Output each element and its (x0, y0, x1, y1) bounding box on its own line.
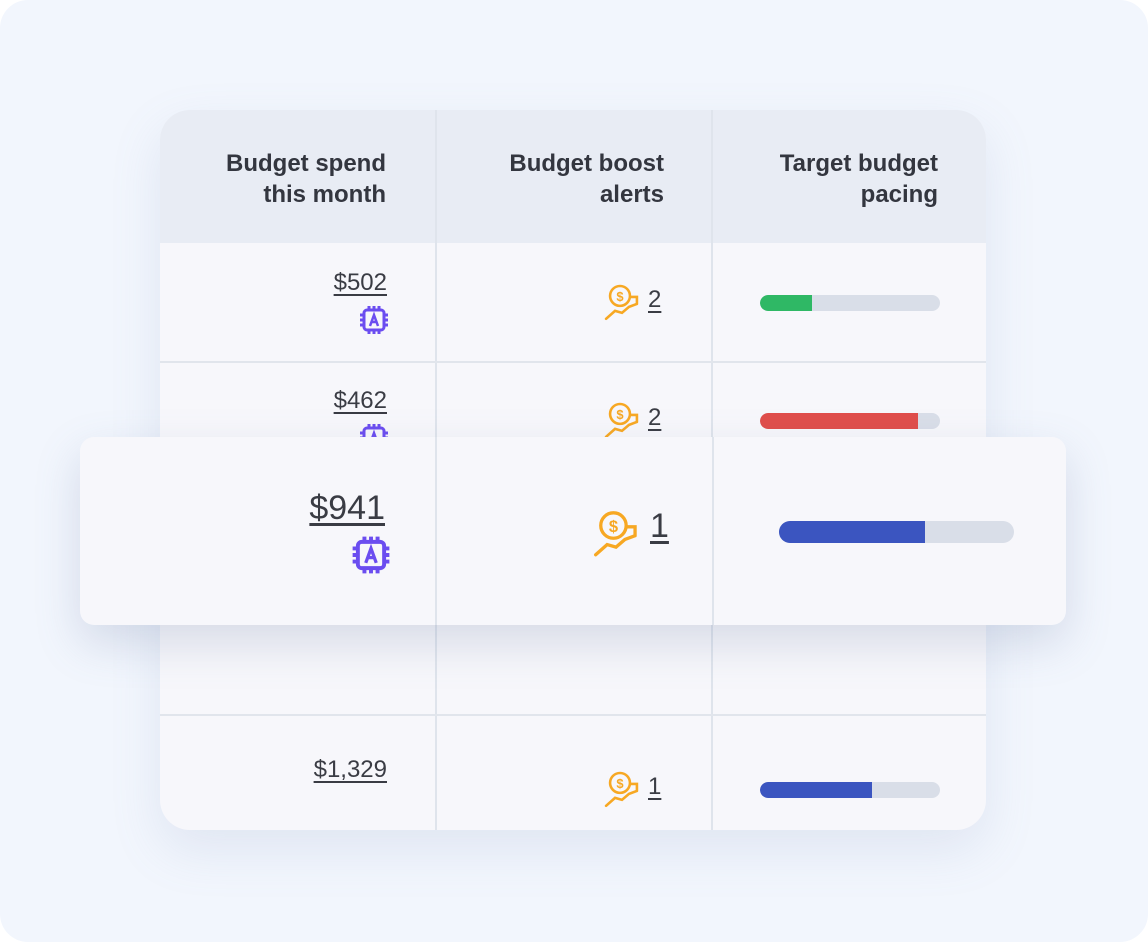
spend-link[interactable]: $1,329 (313, 756, 387, 783)
pacing-fill (760, 413, 919, 429)
header-line: this month (263, 181, 386, 208)
svg-text:$: $ (616, 289, 623, 304)
spend-link[interactable]: $462 (333, 387, 387, 414)
pacing-fill (760, 295, 813, 311)
pacing-bar (779, 521, 1014, 543)
svg-text:$: $ (616, 407, 623, 422)
alert-count-link[interactable]: 1 (650, 507, 669, 545)
header-line: alerts (599, 181, 664, 208)
spend-link[interactable]: $941 (309, 489, 385, 527)
pacing-bar (760, 295, 940, 311)
pacing-fill (760, 782, 872, 798)
budget-boost-icon: $ (604, 401, 640, 444)
divider (435, 437, 437, 625)
divider (712, 437, 714, 625)
header-line: Target budget (779, 150, 938, 177)
divider (160, 361, 986, 363)
ai-chip-icon (358, 304, 390, 341)
pacing-fill (779, 521, 925, 543)
header-line: Budget spend (226, 150, 386, 177)
pacing-bar (760, 413, 940, 429)
highlighted-row[interactable]: $941 $ 1 (80, 437, 1066, 625)
column-header-pacing[interactable]: Target budget pacing (712, 148, 938, 210)
alert-count-link[interactable]: 2 (648, 404, 662, 431)
budget-boost-icon: $ (593, 509, 639, 562)
column-header-boost-alerts[interactable]: Budget boost alerts (436, 148, 664, 210)
budget-boost-icon: $ (604, 770, 640, 813)
column-header-budget-spend[interactable]: Budget spend this month (160, 148, 386, 210)
pacing-bar (760, 782, 940, 798)
ai-chip-icon (350, 534, 392, 581)
svg-text:$: $ (616, 776, 623, 791)
header-line: pacing (860, 181, 938, 208)
alert-count-link[interactable]: 2 (648, 286, 662, 313)
table-header: Budget spend this month Budget boost alert… (160, 110, 986, 243)
spend-link[interactable]: $502 (333, 269, 387, 296)
divider (160, 714, 986, 716)
budget-boost-icon: $ (604, 283, 640, 326)
alert-count-link[interactable]: 1 (648, 773, 662, 800)
svg-text:$: $ (609, 517, 618, 536)
header-line: Budget boost (509, 150, 664, 177)
